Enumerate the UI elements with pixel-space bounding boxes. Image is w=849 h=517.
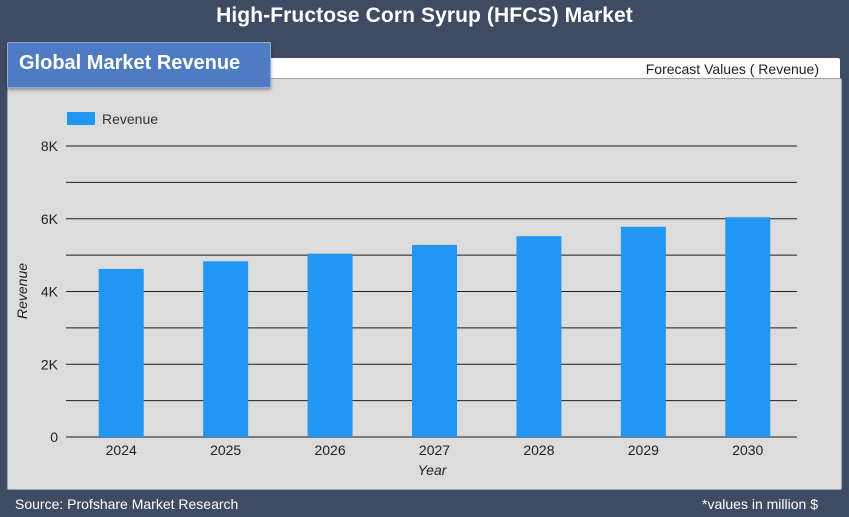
y-tick-label: 0 — [50, 429, 58, 445]
bars — [98, 217, 771, 437]
source-text: Source: Profshare Market Research — [15, 496, 239, 512]
y-tick-labels: 0 2K 4K 6K 8K — [41, 138, 59, 445]
bar-2028 — [516, 236, 562, 437]
bar-2025 — [203, 261, 249, 437]
y-axis-title: Revenue — [14, 263, 30, 319]
y-tick-label: 6K — [41, 211, 59, 227]
x-tick-label: 2028 — [523, 442, 554, 458]
forecast-strip — [271, 58, 840, 78]
bar-2030 — [725, 217, 771, 437]
bar-2026 — [307, 253, 353, 437]
legend-swatch — [67, 112, 95, 125]
x-tick-label: 2027 — [419, 442, 450, 458]
forecast-label: Forecast Values ( Revenue) — [645, 61, 819, 77]
y-tick-label: 2K — [41, 356, 59, 372]
section-tab: Global Market Revenue — [7, 42, 271, 88]
x-tick-label: 2024 — [106, 442, 137, 458]
x-tick-label: 2030 — [732, 442, 763, 458]
page-title: High-Fructose Corn Syrup (HFCS) Market — [216, 4, 633, 27]
y-tick-label: 8K — [41, 138, 59, 154]
legend-label: Revenue — [102, 111, 158, 127]
x-tick-label: 2029 — [628, 442, 659, 458]
bar-2029 — [620, 226, 666, 437]
legend: Revenue — [67, 111, 158, 127]
x-tick-labels: 2024 2025 2026 2027 2028 2029 2030 — [106, 442, 764, 458]
footer: Source: Profshare Market Research *value… — [0, 493, 849, 517]
bar-2027 — [412, 244, 457, 437]
x-tick-label: 2026 — [314, 442, 345, 458]
x-tick-label: 2025 — [210, 442, 241, 458]
bar-2024 — [98, 268, 144, 437]
units-note: *values in million $ — [702, 496, 818, 512]
section-tab-label: Global Market Revenue — [19, 52, 241, 74]
y-tick-label: 4K — [41, 284, 59, 300]
x-axis-title: Year — [418, 462, 448, 478]
